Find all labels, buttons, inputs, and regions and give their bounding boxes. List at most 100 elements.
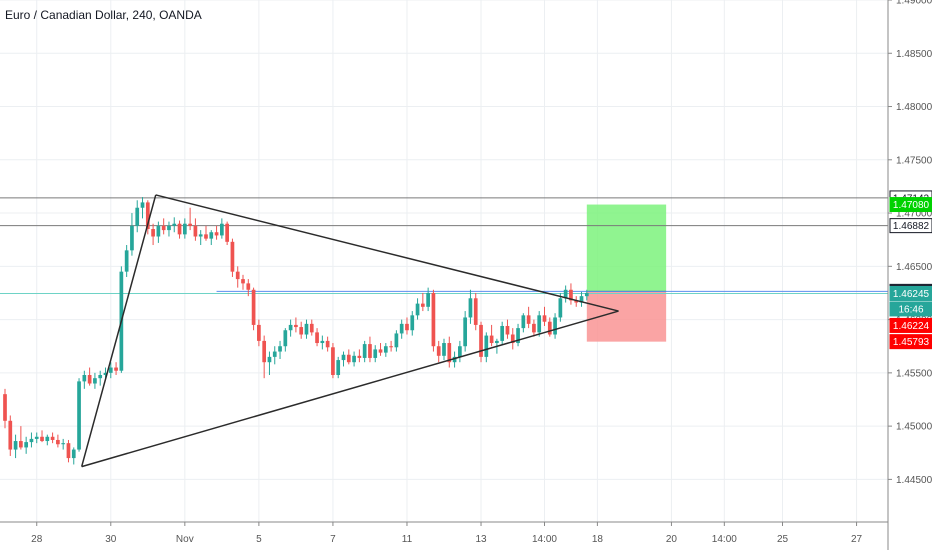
candle-body [214,232,219,236]
candle [368,336,372,363]
candle [204,225,208,241]
candle [362,340,367,363]
triangle-drawing[interactable] [80,194,619,468]
candle-body [8,420,13,450]
candle [209,230,214,246]
candle-body [394,333,399,348]
candle-body [452,356,457,363]
candle-body [3,394,7,421]
x-tick-label: 25 [777,534,789,545]
candle [278,340,282,360]
triangle-upper-trendline[interactable] [155,194,619,312]
candle-body [29,438,34,443]
candle-body [130,225,134,251]
triangle-lower-trendline[interactable] [81,310,619,468]
candle-body [389,346,393,348]
candle-body [479,324,483,357]
grid [0,0,888,522]
candle-body [124,250,129,272]
candle [98,370,103,386]
candle [29,432,34,448]
triangle-leg-up[interactable] [80,194,157,467]
candle [299,321,304,339]
candle [177,220,182,239]
candle [574,296,579,307]
candle [420,292,425,312]
candle [442,338,446,361]
candle-body [495,340,499,344]
price-axis[interactable]: 1.445001.450001.455001.460001.465001.470… [887,0,932,550]
candle [341,351,346,367]
price-tag-bg [889,285,932,301]
candle-body [288,324,293,331]
candle-body [378,349,383,353]
candle [3,388,7,429]
candle [537,311,542,337]
price-tag-label: 1.47080 [893,200,930,211]
candle-body [262,340,267,363]
candle-body [246,283,251,290]
candle [34,432,39,444]
candle-body [505,325,510,335]
candle-body [542,315,547,322]
candle [19,426,23,450]
candle-body [71,449,76,459]
candle-body [24,442,29,448]
candle [378,343,383,356]
candle-body [161,225,166,231]
candle [140,197,145,219]
price-tag-bg [889,301,932,317]
candle [66,439,71,463]
candle-body [257,324,261,341]
candle-body [182,223,187,235]
x-tick-label: 11 [402,534,413,545]
candle-body [241,279,245,284]
candle [558,292,563,322]
candle-body [304,323,309,335]
candle [553,313,557,339]
candle [383,343,388,357]
candle-body [405,323,409,331]
candle [521,313,526,333]
candle [272,346,277,365]
candle-body [294,324,298,328]
candle [431,289,436,352]
candle [447,336,452,368]
candle-body [399,323,404,334]
candle [56,434,60,448]
price-tags: 1.471421.470801.468821.462651.4624516:46… [889,190,932,350]
candle [246,279,251,297]
price-tag-bg [889,197,932,213]
candle-body [172,223,177,226]
candle [405,317,409,335]
candle [331,343,335,379]
candle-body [458,346,462,357]
candle-body [341,354,346,361]
candle [394,330,399,352]
candle-body [140,202,145,208]
candle [220,218,224,239]
candle-body [436,346,441,356]
candle [315,328,319,347]
candle-body [309,323,314,333]
candle-body [346,354,351,363]
candle [516,323,520,347]
candle-body [563,289,568,299]
time-axis[interactable]: 28 30 Nov 5 7 11 13 14:00 18 20 14:00 25 27 [0,521,888,545]
candle [468,289,473,324]
candle [214,225,219,240]
candle-body [108,367,113,373]
candle-body [420,303,425,307]
candle [505,319,510,339]
candle-body [331,347,335,375]
candle-body [40,436,44,442]
candle-body [156,225,161,237]
candle-body [66,443,71,459]
candle [93,372,97,389]
y-tick-label: 1.44500 [896,475,932,486]
candle [399,319,404,339]
y-tick-label: 1.46500 [896,262,932,273]
candle [569,283,573,305]
